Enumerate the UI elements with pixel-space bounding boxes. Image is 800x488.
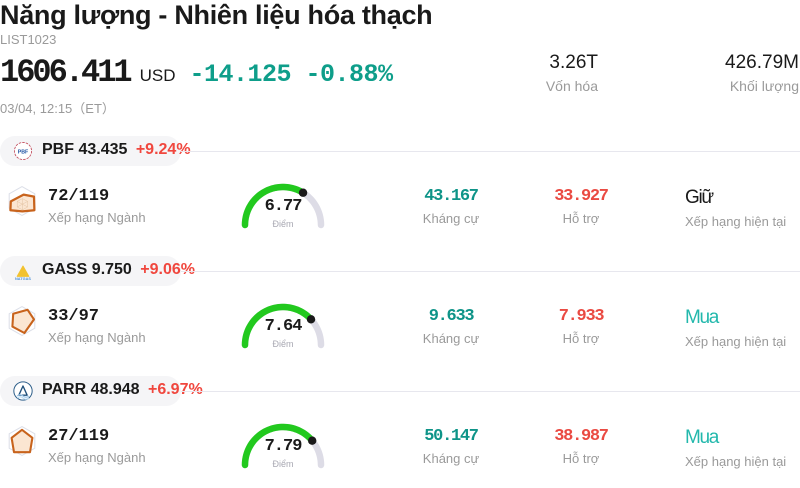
svg-text:PBF: PBF — [18, 150, 29, 156]
svg-text:NATGAS: NATGAS — [15, 277, 31, 281]
